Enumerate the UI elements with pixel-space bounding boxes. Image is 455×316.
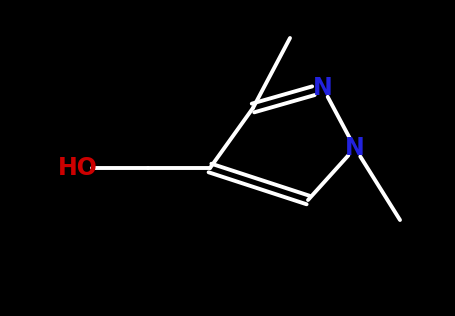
Text: HO: HO (58, 156, 98, 180)
Text: N: N (313, 76, 332, 100)
Text: N: N (344, 136, 364, 160)
